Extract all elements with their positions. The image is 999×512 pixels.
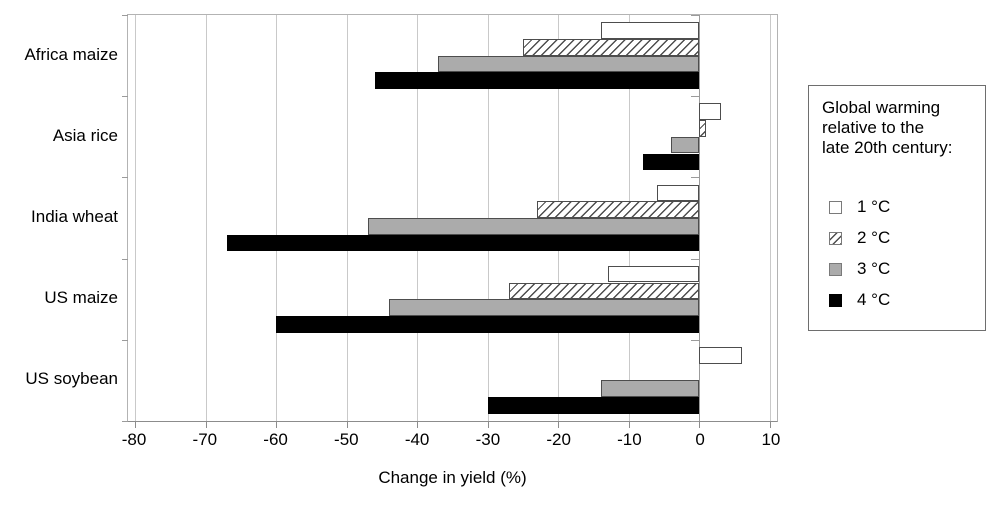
legend-item: 1 °C	[809, 192, 985, 223]
x-tick-label: -40	[404, 430, 430, 449]
x-tick-label: 0	[695, 430, 705, 449]
x-axis-tick	[699, 422, 701, 428]
legend-item: 3 °C	[809, 254, 985, 285]
category-axis-tick	[691, 421, 700, 422]
x-tick-label: -50	[334, 430, 359, 449]
legend-items: 1 °C 2 °C 3 °C 4 °C	[809, 192, 985, 316]
category-axis-tick	[691, 15, 700, 16]
x-tick-label: 10	[761, 430, 781, 449]
category-border-tick	[122, 258, 128, 260]
x-axis-tick	[487, 422, 489, 428]
category-label-asia-rice: Asia rice	[52, 125, 118, 145]
category-border-tick	[122, 339, 128, 341]
legend-title: Global warming relative to the late 20th…	[822, 98, 952, 158]
x-tick-label: -30	[475, 430, 501, 449]
bar-africa-maize-4c	[374, 72, 700, 89]
gridline	[346, 15, 348, 421]
x-axis-tick	[417, 422, 419, 428]
bar-asia-rice-1c	[699, 103, 721, 121]
x-tick-label: -60	[263, 430, 288, 449]
legend-title-line: late 20th century:	[822, 138, 953, 157]
plot-area	[122, 14, 778, 428]
bar-asia-rice-4c	[642, 153, 700, 171]
x-tick-label: -20	[546, 430, 571, 449]
legend-swatch-hatched-icon	[829, 232, 842, 245]
category-label-india-wheat: India wheat	[31, 207, 118, 226]
category-border-tick	[122, 177, 128, 179]
x-axis-tick	[205, 422, 207, 428]
category-label-us-soybean: US soybean	[25, 369, 118, 389]
x-tick-label: -70	[192, 430, 218, 449]
bar-us-soybean-3c	[600, 380, 700, 398]
category-label-us-maize: US maize	[44, 288, 118, 308]
bar-us-soybean-4c	[487, 397, 700, 414]
category-axis-labels: Africa maize Asia rice India wheat US maize…	[0, 14, 118, 422]
category-label-africa-maize: Africa maize	[24, 44, 118, 64]
legend-box: Global warming relative to the late 20th…	[808, 85, 986, 331]
legend-swatch-black-icon	[829, 294, 842, 307]
category-border-tick	[122, 421, 128, 422]
legend-swatch-gray-icon	[829, 263, 842, 276]
bar-india-wheat-3c	[367, 218, 700, 235]
gridline	[135, 15, 137, 421]
gridline	[769, 15, 771, 421]
x-axis-tick	[769, 422, 771, 428]
legend-item: 2 °C	[809, 223, 985, 254]
bar-us-maize-1c	[607, 265, 700, 283]
category-axis-tick	[691, 339, 700, 341]
bar-us-maize-4c	[276, 315, 700, 333]
legend-title-line: Global warming	[822, 98, 941, 117]
bar-africa-maize-3c	[438, 55, 700, 73]
legend-item-label: 4 °C	[857, 290, 891, 309]
legend-item-label: 2 °C	[857, 228, 891, 247]
x-axis-tick	[628, 422, 630, 428]
bar-africa-maize-2c	[523, 38, 700, 56]
category-axis-tick	[691, 96, 700, 98]
bar-africa-maize-1c	[600, 22, 700, 39]
category-axis-tick	[691, 258, 700, 260]
category-axis-tick	[691, 177, 700, 179]
x-axis-tick	[276, 422, 278, 428]
bar-us-maize-2c	[508, 282, 700, 300]
bar-india-wheat-1c	[657, 184, 700, 202]
x-axis-title: Change in yield (%)	[378, 468, 527, 487]
gridline	[205, 15, 207, 421]
x-tick-label: -10	[617, 430, 642, 449]
x-tick-label: -80	[121, 430, 147, 449]
bar-us-maize-3c	[389, 299, 700, 316]
bar-asia-rice-3c	[671, 136, 700, 154]
legend-item: 4 °C	[809, 285, 985, 316]
legend-swatch-white-icon	[829, 201, 842, 214]
bar-asia-rice-2c	[699, 120, 707, 137]
x-axis-tick	[346, 422, 348, 428]
x-axis-tick	[558, 422, 560, 428]
category-border-tick	[122, 96, 128, 98]
legend-title-line: relative to the	[822, 118, 925, 137]
bar-us-soybean-1c	[699, 347, 742, 364]
x-axis-tick-labels: -80 -70 -60 -50 -40 -30 -20 -10 0 10	[122, 430, 781, 450]
legend-item-label: 1 °C	[857, 197, 891, 216]
x-axis-tick	[135, 422, 137, 428]
zero-axis-line	[699, 15, 701, 421]
legend-item-label: 3 °C	[857, 259, 891, 278]
gridline	[276, 15, 278, 421]
bar-india-wheat-4c	[226, 234, 700, 252]
category-border-tick	[122, 15, 128, 16]
bar-india-wheat-2c	[537, 201, 700, 218]
